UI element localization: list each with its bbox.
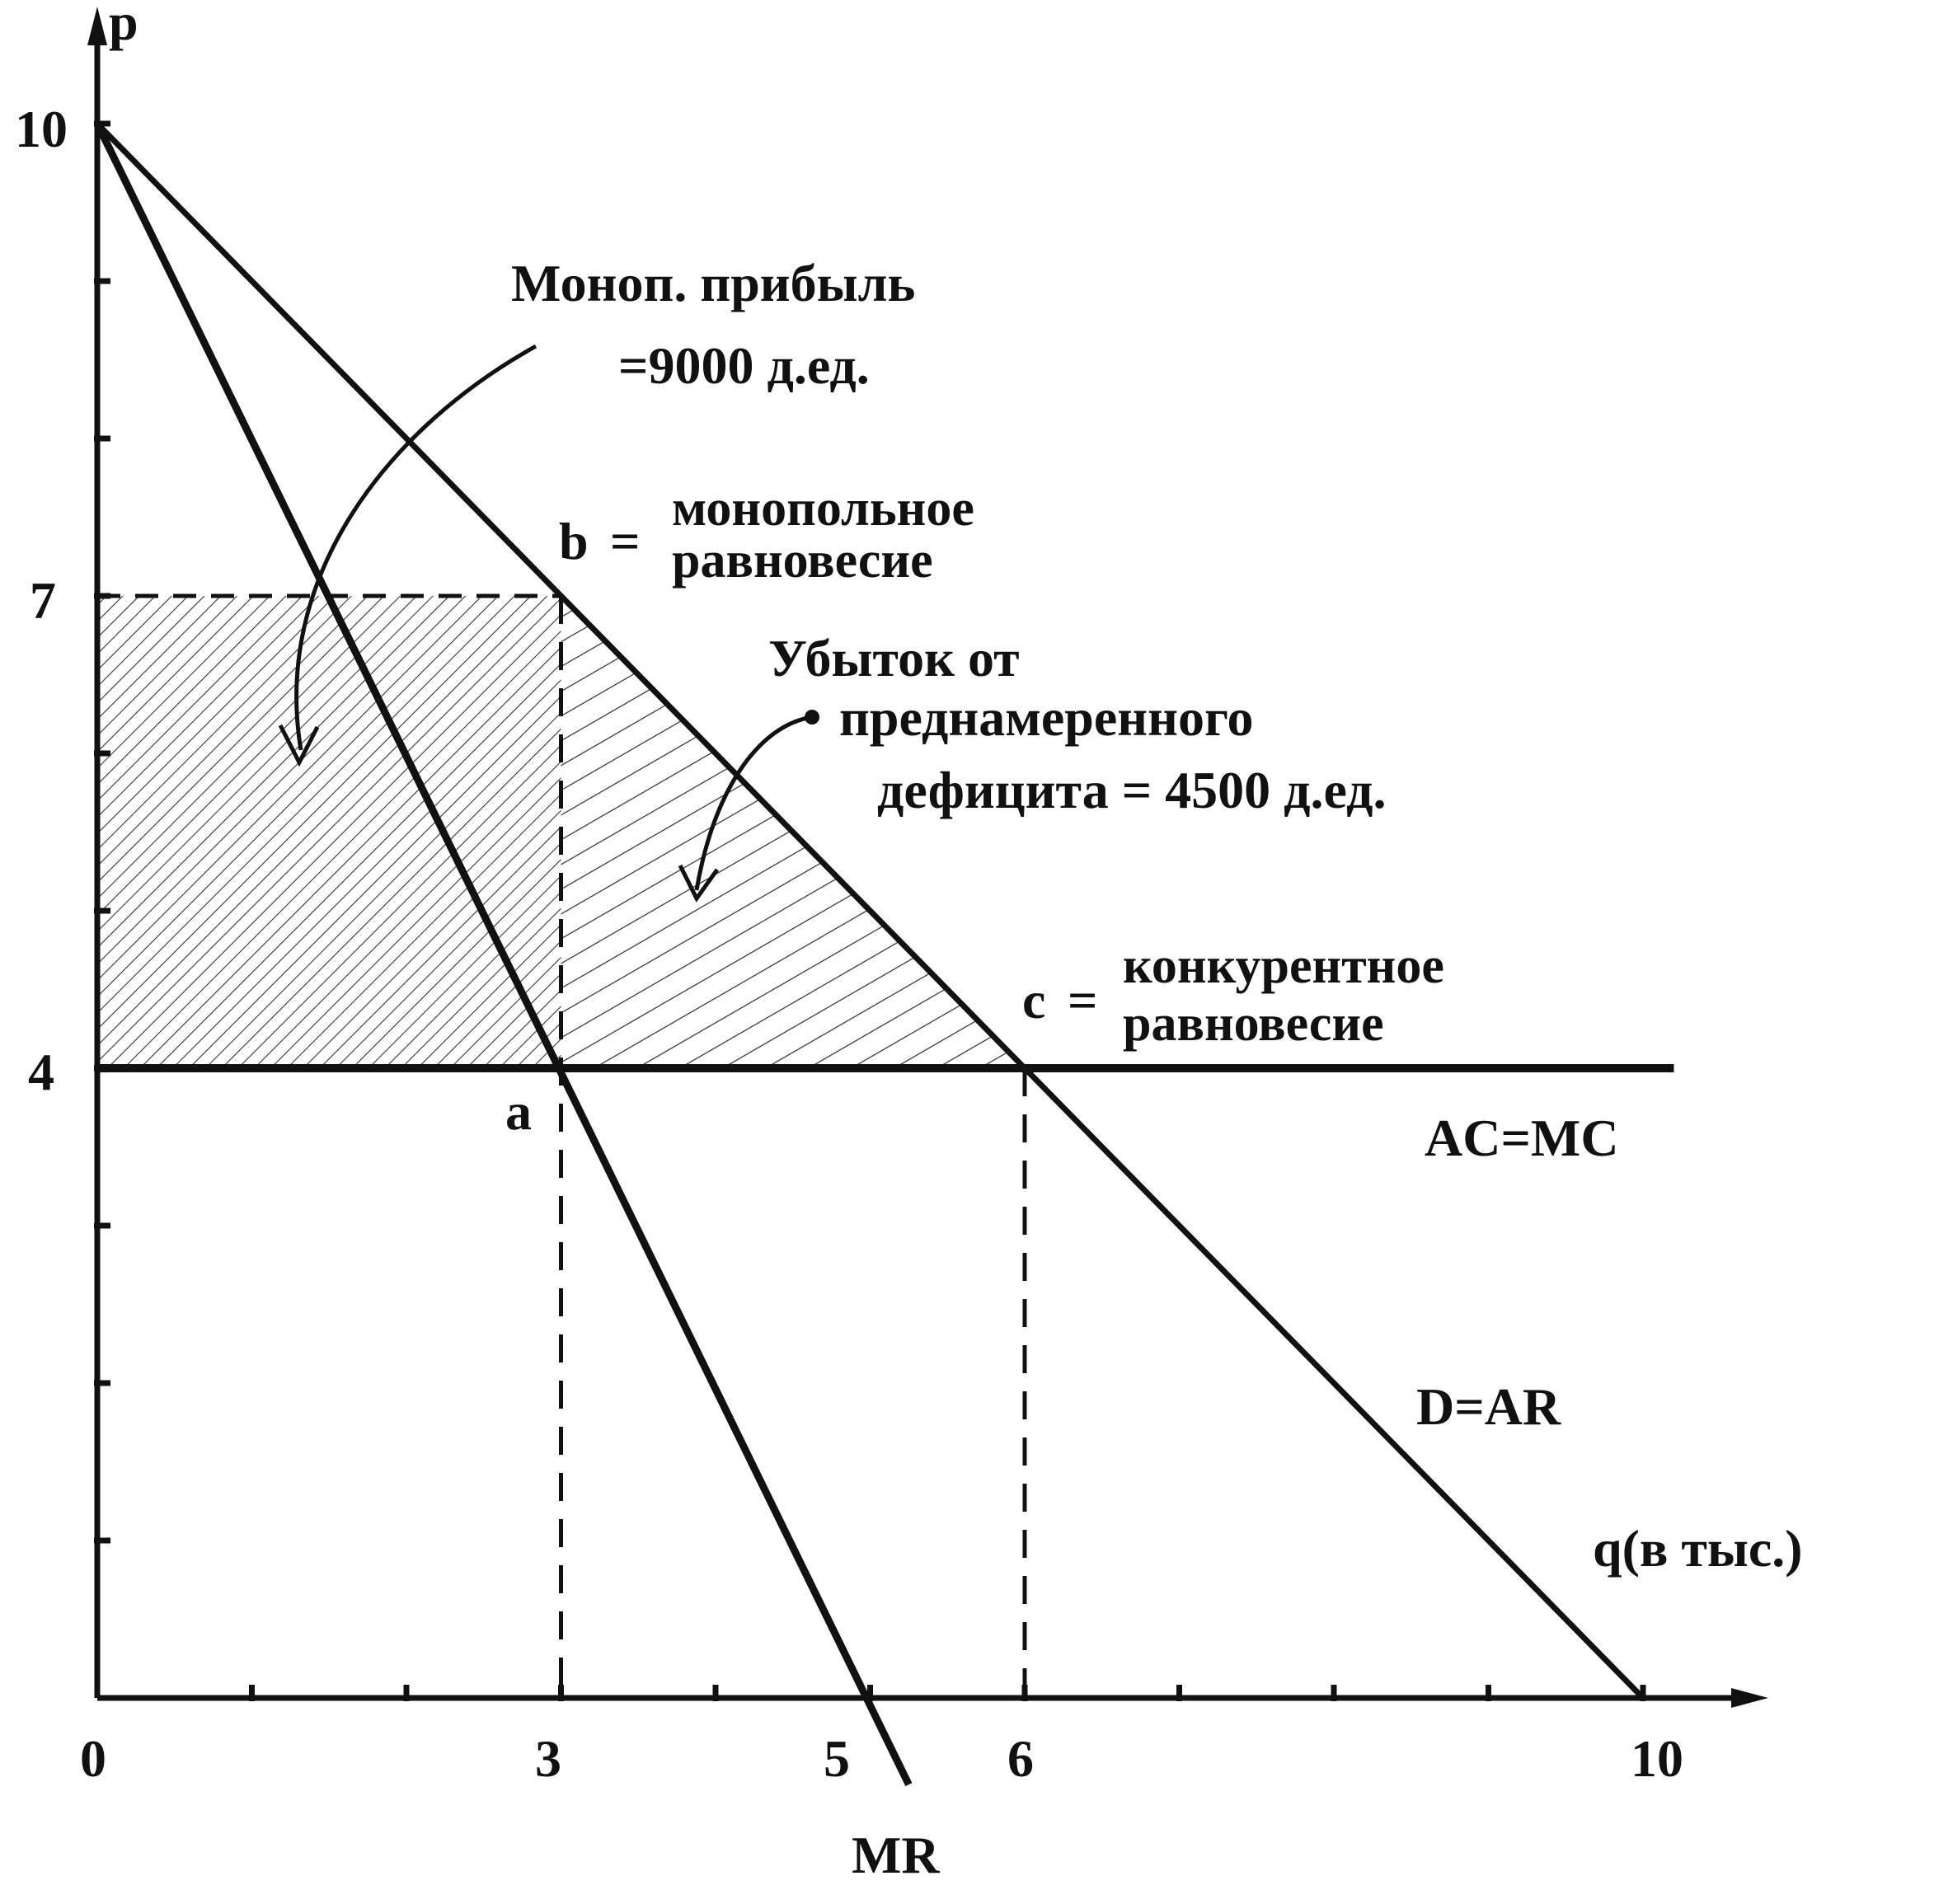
x-tick-label: 0 [80,1729,106,1788]
x-tick-label: 5 [824,1729,850,1788]
b-label-line1: монопольное [672,481,974,537]
profit-arrow-icon [294,344,537,751]
x-axis-label: q(в тыс.) [1593,1519,1803,1578]
ac-mc-label: AC=MC [1425,1109,1619,1167]
y-tick-labels: 10 7 4 [15,100,68,1101]
point-b-equals: = [610,512,640,570]
c-label-line2: равновесие [1123,996,1384,1052]
profit-arrowhead-icon [278,724,320,767]
monopoly-profit-area [97,596,561,1068]
point-b-label: b [559,512,589,570]
y-tick-label: 4 [28,1043,54,1101]
b-label-line2: равновесие [672,532,933,589]
point-c-equals: = [1068,971,1097,1029]
loss-arrow-icon [694,715,813,891]
demand-line [95,121,1645,1700]
loss-label-line1: Убыток от [768,629,1020,687]
mr-line [93,122,913,1787]
loss-arrowhead-icon [678,864,720,903]
profit-label-line1: Моноп. прибыль [511,254,915,312]
x-axis-arrow-icon [1731,1688,1768,1708]
loss-label-line2: преднамеренного [839,688,1254,747]
x-tick-label: 6 [1007,1729,1034,1788]
y-axis-ticks [94,120,110,1544]
profit-label-line2: =9000 д.ед. [618,336,870,395]
demand-label: D=AR [1416,1377,1561,1436]
y-tick-label: 10 [15,100,68,158]
loss-label-line3: дефицита = 4500 д.ед. [877,761,1386,819]
point-a-label: a [505,1082,532,1141]
c-label-line1: конкурентное [1123,938,1444,994]
y-axis-arrow-icon [87,7,107,45]
x-tick-labels: 0 3 5 6 10 [80,1729,1683,1788]
mr-label: MR [852,1826,940,1884]
y-axis-label: p [109,0,138,51]
x-tick-label: 3 [535,1729,561,1788]
point-c-label: c [1022,971,1045,1029]
x-tick-label: 10 [1631,1729,1683,1788]
loss-arrow-dot-icon [805,710,819,725]
y-tick-label: 7 [30,571,56,630]
